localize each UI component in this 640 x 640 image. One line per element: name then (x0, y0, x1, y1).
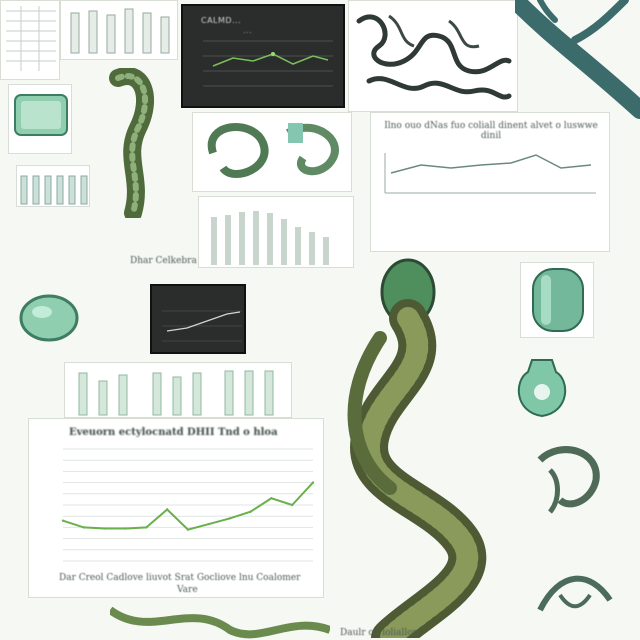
main-line-chart-panel: Eveuorn ectylocnatd DHII Tnd o hloa Dar … (28, 418, 324, 598)
data-point (208, 523, 210, 525)
main-chart-footer: Dar Creol Cadlove liuvot Srat Gocliove l… (59, 573, 300, 583)
branch-bottom-right (530, 560, 620, 630)
series-line (63, 483, 313, 530)
left-vine-illustration (98, 68, 168, 218)
jade-ball-illustration (14, 288, 84, 348)
data-point (187, 528, 189, 530)
data-point (312, 481, 314, 483)
data-point (103, 527, 105, 529)
data-point (83, 526, 85, 528)
data-point (249, 511, 251, 513)
main-line-chart (29, 419, 324, 598)
clamp-illustration (193, 113, 352, 192)
data-point (145, 526, 147, 528)
bottom-vine-illustration (110, 600, 330, 640)
top-bar-chart-panel (60, 0, 178, 60)
jade-box-icon (9, 85, 72, 154)
data-point (62, 519, 64, 521)
mid-dark-chart-panel (150, 284, 246, 354)
mini-table-grid (1, 1, 60, 80)
jade-box-panel (8, 84, 72, 154)
claw-illustration (530, 440, 610, 520)
left-bars (17, 166, 90, 207)
side-label: Dhar Celkebra (130, 256, 197, 266)
top-bars (61, 1, 178, 60)
data-point (270, 497, 272, 499)
data-point (124, 527, 126, 529)
bottom-caption: Daulr oa loliallom (340, 628, 421, 638)
upper-right-line-panel: Ilno ouo dNas fuo coliall dinent alvet o… (370, 112, 610, 252)
top-dark-chart-panel: CALMD... ... (181, 4, 345, 108)
left-bar-panel (16, 165, 90, 207)
upper-right-line-chart (371, 113, 610, 252)
knot-vine-illustration (349, 1, 518, 112)
clamp-illustration-panel (192, 112, 352, 192)
mid-dark-plot (152, 286, 246, 354)
dark-panel-plot (183, 6, 343, 106)
data-point (228, 517, 230, 519)
green-bars (65, 363, 292, 418)
knot-illustration-panel (348, 0, 518, 112)
green-bars-panel (64, 362, 292, 418)
teal-branch-illustration (515, 0, 640, 120)
main-chart-xlabel: Vare (177, 585, 198, 595)
data-point (291, 504, 293, 506)
top-left-table-panel (0, 0, 60, 80)
data-point (166, 508, 168, 510)
